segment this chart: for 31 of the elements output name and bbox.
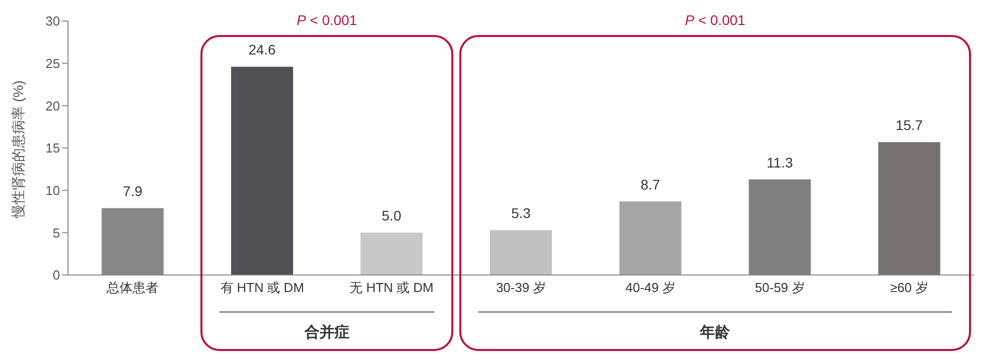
text: 年龄	[699, 324, 732, 341]
y-axis-title: 慢性肾病的患病率 (%)	[10, 80, 26, 219]
y-tick-label: 30	[46, 14, 60, 29]
x-tick-label: 无 HTN 或 DM	[350, 280, 434, 296]
bar	[878, 142, 940, 275]
y-tick-label: 5	[52, 225, 60, 240]
data-label: 11.3	[766, 154, 794, 170]
x-tick-label: 总体患者	[106, 280, 159, 296]
bar	[490, 230, 552, 275]
x-tick-label: ≥60 岁	[890, 280, 928, 296]
data-label: 24.6	[248, 42, 276, 58]
bar	[619, 201, 682, 275]
data-label: 5.0	[382, 208, 402, 224]
annotation: P < 0.001	[296, 12, 358, 28]
x-tick-label: 30-39 岁	[496, 280, 546, 296]
bar	[231, 66, 294, 275]
data-label: 15.7	[896, 117, 924, 134]
y-tick-label: 0	[52, 268, 60, 283]
y-tick-label: 20	[46, 98, 60, 114]
y-tick-label: 15	[46, 140, 60, 156]
x-tick-label: 40-49 岁	[625, 280, 676, 296]
y-tick-label: 10	[46, 182, 60, 198]
data-label: 5.3	[511, 205, 531, 222]
text: 合并症	[303, 323, 350, 341]
data-label: 8.7	[640, 176, 660, 192]
bar	[360, 232, 423, 275]
x-tick-label: 50-59 岁	[754, 280, 805, 296]
y-tick-label: 25	[46, 56, 60, 71]
x-tick-label: 有 HTN 或 DM	[220, 280, 304, 296]
annotation: P < 0.001	[684, 12, 746, 28]
data-label: 7.9	[122, 183, 143, 200]
